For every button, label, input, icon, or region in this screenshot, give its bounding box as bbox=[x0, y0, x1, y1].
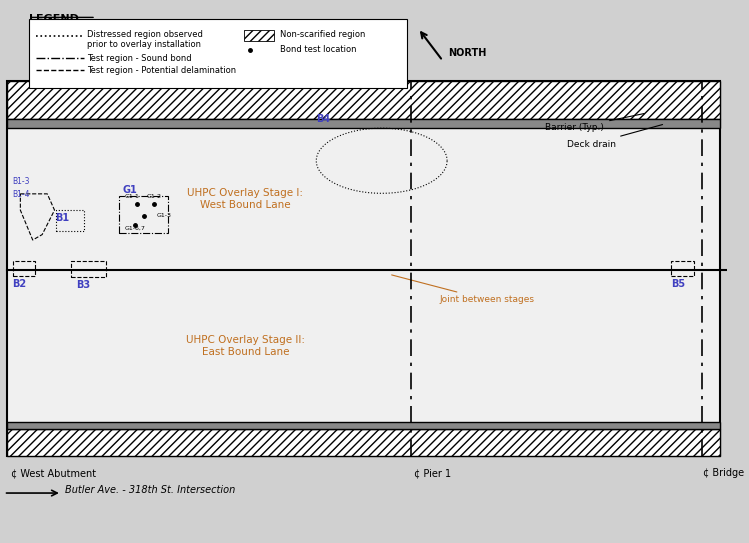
Text: B5: B5 bbox=[671, 279, 685, 289]
Text: G1: G1 bbox=[122, 185, 137, 195]
Text: Test region - Sound bond: Test region - Sound bond bbox=[87, 54, 192, 62]
Text: G1-1: G1-1 bbox=[125, 194, 140, 199]
Bar bbox=[7, 119, 720, 128]
Bar bbox=[118, 196, 168, 233]
Text: G1-3: G1-3 bbox=[157, 213, 172, 218]
Text: B1-4: B1-4 bbox=[13, 190, 30, 199]
Text: Deck drain: Deck drain bbox=[567, 124, 663, 149]
Bar bbox=[7, 81, 720, 119]
Text: LEGEND: LEGEND bbox=[29, 14, 79, 23]
Bar bbox=[29, 19, 407, 88]
Bar bbox=[671, 261, 694, 276]
Bar bbox=[56, 210, 84, 231]
Text: Bond test location: Bond test location bbox=[280, 46, 357, 54]
Text: B1: B1 bbox=[55, 213, 70, 223]
Bar bbox=[71, 261, 106, 277]
Text: ¢ West Abutment: ¢ West Abutment bbox=[11, 468, 96, 478]
Text: Barrier (Typ.): Barrier (Typ.) bbox=[545, 113, 644, 132]
Bar bbox=[243, 30, 274, 41]
Text: Joint between stages: Joint between stages bbox=[392, 275, 535, 305]
Text: Test region - Potential delamination: Test region - Potential delamination bbox=[87, 66, 237, 74]
Bar bbox=[7, 422, 720, 429]
Text: G1-2: G1-2 bbox=[147, 194, 162, 199]
Text: UHPC Overlay Stage I:
West Bound Lane: UHPC Overlay Stage I: West Bound Lane bbox=[187, 188, 303, 210]
Text: ¢ Pier 1: ¢ Pier 1 bbox=[414, 468, 452, 478]
Bar bbox=[13, 261, 35, 276]
Text: B2: B2 bbox=[12, 279, 25, 289]
Bar bbox=[7, 429, 720, 456]
Text: B4: B4 bbox=[317, 113, 330, 124]
Text: UHPC Overlay Stage II:
East Bound Lane: UHPC Overlay Stage II: East Bound Lane bbox=[186, 335, 305, 357]
Bar bbox=[7, 81, 720, 456]
Text: ¢ Bridge: ¢ Bridge bbox=[703, 468, 745, 478]
Text: G1-6,7: G1-6,7 bbox=[125, 226, 146, 231]
Text: Butler Ave. - 318th St. Intersection: Butler Ave. - 318th St. Intersection bbox=[65, 485, 236, 495]
Text: Non-scarified region: Non-scarified region bbox=[280, 30, 366, 39]
Text: Distressed region observed
prior to overlay installation: Distressed region observed prior to over… bbox=[87, 30, 203, 49]
Text: B1-3: B1-3 bbox=[13, 177, 30, 186]
Text: B3: B3 bbox=[76, 280, 91, 291]
Text: NORTH: NORTH bbox=[449, 48, 487, 58]
